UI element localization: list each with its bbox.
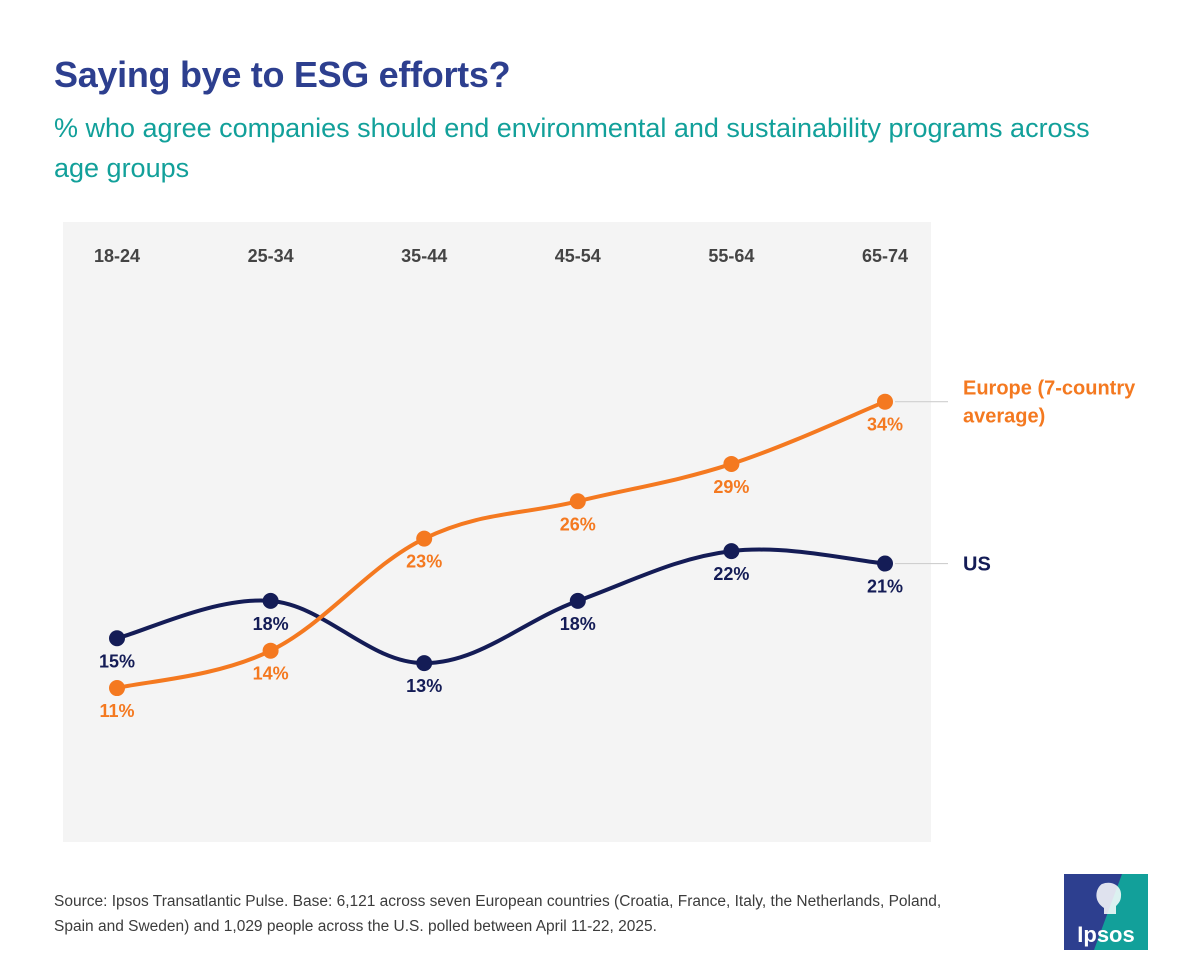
data-point-europe-35-44 bbox=[416, 530, 433, 547]
category-label-25-34: 25-34 bbox=[248, 246, 294, 266]
data-point-europe-18-24 bbox=[109, 680, 125, 697]
data-label-us-55-64: 22% bbox=[713, 564, 749, 584]
chart-subtitle: % who agree companies should end environ… bbox=[54, 113, 1090, 183]
data-point-us-45-54 bbox=[569, 592, 586, 609]
data-point-us-55-64 bbox=[723, 543, 740, 560]
data-point-us-65-74 bbox=[877, 555, 893, 572]
data-point-europe-65-74 bbox=[877, 393, 893, 410]
series-name-us: US bbox=[963, 554, 991, 576]
data-label-europe-35-44: 23% bbox=[406, 552, 442, 572]
data-point-us-18-24 bbox=[109, 630, 125, 647]
data-label-us-65-74: 21% bbox=[867, 577, 903, 597]
data-point-europe-55-64 bbox=[723, 455, 740, 472]
series-line-us bbox=[115, 547, 887, 666]
logo-text: Ipsos bbox=[1077, 922, 1134, 947]
source-note: Source: Ipsos Transatlantic Pulse. Base:… bbox=[54, 893, 942, 935]
category-label-55-64: 55-64 bbox=[708, 246, 754, 266]
series-name-europe-line-1: Europe (7-country bbox=[963, 378, 1136, 400]
data-label-europe-55-64: 29% bbox=[713, 477, 749, 497]
category-label-35-44: 35-44 bbox=[401, 246, 447, 266]
series-line-europe bbox=[115, 399, 887, 691]
category-label-45-54: 45-54 bbox=[555, 246, 601, 266]
data-label-europe-18-24: 11% bbox=[99, 701, 134, 721]
data-point-europe-25-34 bbox=[262, 642, 279, 659]
category-label-65-74: 65-74 bbox=[862, 246, 908, 266]
data-label-us-45-54: 18% bbox=[560, 614, 596, 634]
data-label-us-35-44: 13% bbox=[406, 676, 442, 696]
data-label-europe-65-74: 34% bbox=[867, 415, 903, 435]
plot-area bbox=[63, 222, 931, 842]
data-point-us-25-34 bbox=[262, 592, 279, 609]
data-label-europe-25-34: 14% bbox=[253, 664, 289, 684]
data-point-europe-45-54 bbox=[569, 493, 586, 510]
data-label-us-18-24: 15% bbox=[99, 651, 135, 671]
data-label-us-25-34: 18% bbox=[253, 614, 289, 634]
ipsos-logo: Ipsos bbox=[1064, 874, 1148, 950]
category-label-18-24: 18-24 bbox=[94, 246, 140, 266]
chart-title: Saying bye to ESG efforts? bbox=[54, 54, 511, 95]
data-point-us-35-44 bbox=[416, 655, 433, 672]
data-label-europe-45-54: 26% bbox=[560, 514, 596, 534]
series-name-europe-line-2: average) bbox=[963, 406, 1045, 428]
